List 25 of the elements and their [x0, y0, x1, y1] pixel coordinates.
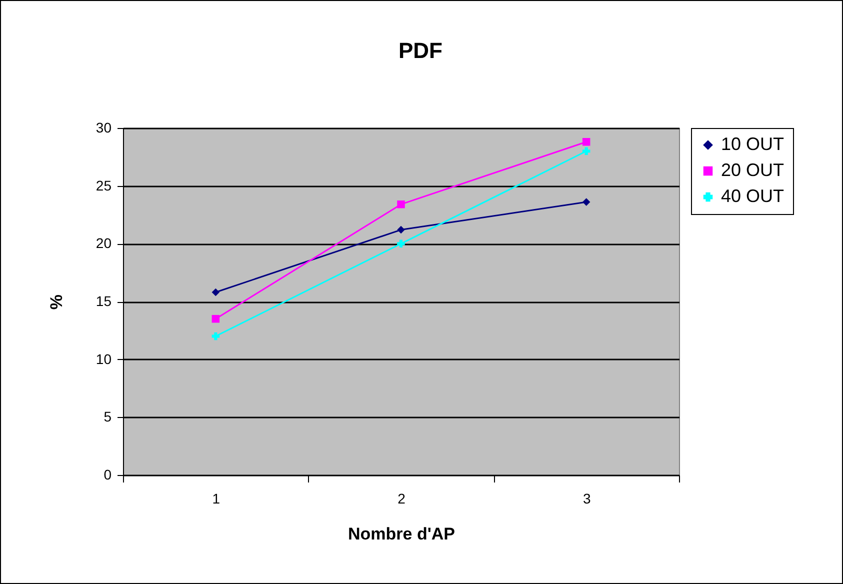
x-tick-label: 3 [582, 490, 591, 506]
y-axis-title: % [46, 294, 66, 310]
legend-label: 20 OUT [721, 160, 784, 180]
x-tick-label: 2 [398, 490, 406, 506]
y-tick-label: 10 [96, 350, 112, 367]
x-axis-title: Nombre d'AP [348, 524, 455, 544]
point [397, 200, 405, 208]
point [582, 138, 590, 146]
legend-label: 10 OUT [721, 134, 784, 154]
point [212, 332, 220, 340]
chart-title: PDF [398, 38, 442, 63]
point [582, 198, 590, 206]
point [212, 314, 220, 323]
point [582, 147, 590, 156]
point [212, 288, 220, 296]
y-tick-label: 30 [96, 120, 112, 136]
point [397, 240, 405, 248]
y-tick-label: 5 [104, 408, 112, 425]
y-tick-label: 25 [96, 177, 112, 194]
y-tick-label: 15 [96, 293, 112, 309]
point [397, 226, 405, 234]
x-tick-label: 1 [212, 490, 220, 506]
y-tick-label: 0 [104, 466, 112, 482]
legend-label: 40 OUT [721, 186, 784, 206]
y-tick-label: 20 [96, 235, 112, 252]
